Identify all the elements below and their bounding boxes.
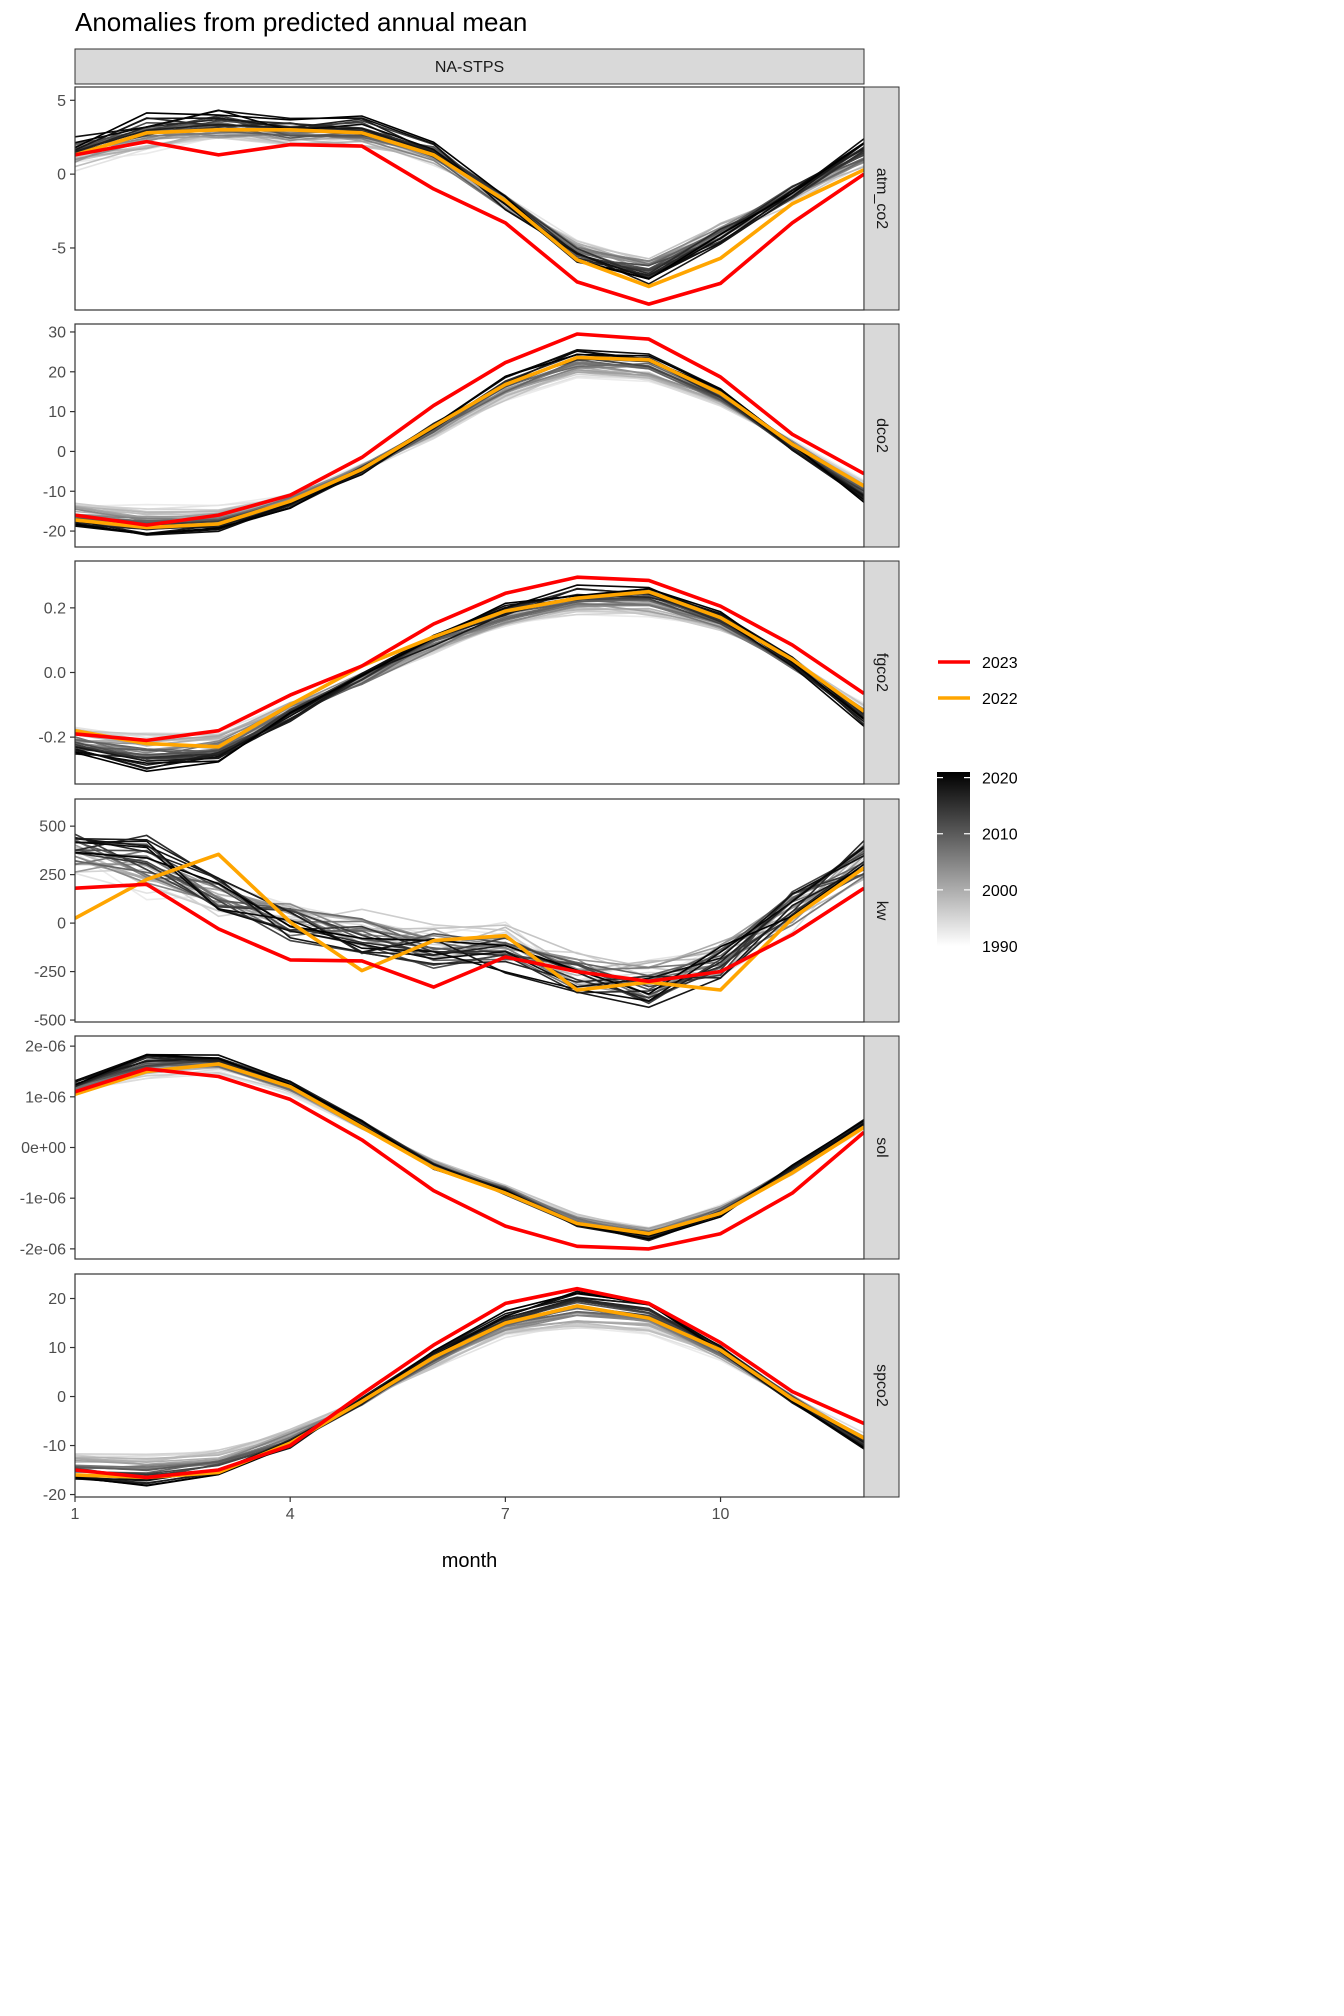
series-line-2022 [75, 128, 864, 289]
series-line-2023 [75, 1067, 864, 1251]
x-axis: 1 4 7 10 [71, 1497, 730, 1523]
series-line-2023 [75, 575, 864, 743]
panel-background [75, 799, 864, 1022]
row-strip-spco2: spco2 [863, 1273, 900, 1498]
panel-kw: -500 -250 0 250 500 kw [34, 798, 900, 1030]
x-tick-label: 1 [71, 1506, 80, 1523]
chart-title: Anomalies from predicted annual mean [75, 7, 527, 37]
series-line-2022 [75, 1062, 864, 1236]
series-line-2021 [75, 353, 864, 535]
row-strip-label: dco2 [873, 418, 890, 453]
panel-atm_co2: -5 0 5 atm_co2 [52, 86, 900, 311]
row-strip-sol: sol [863, 1035, 900, 1260]
series-line-2006 [75, 852, 864, 991]
panel-sol: -2e-06 -1e-06 0e+00 1e-06 2e-06 sol [20, 1035, 900, 1260]
x-tick-label: 7 [501, 1506, 510, 1523]
y-tick-label: -2e-06 [20, 1241, 66, 1258]
y-tick-label: 20 [48, 364, 66, 381]
panel-dco2: -20 -10 0 10 20 30 dco2 [43, 323, 900, 548]
row-strip-atm_co2: atm_co2 [863, 86, 900, 311]
y-tick-label: 0 [57, 916, 66, 933]
y-tick-label: -20 [43, 1487, 66, 1504]
x-axis-title: month [442, 1550, 498, 1572]
colorbar-label: 2010 [982, 827, 1018, 844]
y-tick-label: 5 [57, 93, 66, 110]
y-tick-label: 0.0 [44, 665, 66, 682]
row-strip-kw: kw [863, 798, 900, 1023]
x-tick-label: 4 [286, 1506, 295, 1523]
y-tick-label: 30 [48, 324, 66, 341]
series-line-1997 [75, 1320, 864, 1460]
colorbar: 1990 2000 2010 2020 [937, 771, 1018, 956]
y-tick-label: -500 [34, 1013, 66, 1030]
series-line-2022 [75, 852, 864, 992]
legend-label: 2022 [982, 691, 1018, 708]
panel-lines [75, 1053, 864, 1251]
series-line-2022 [75, 1304, 864, 1480]
series-line-2021 [75, 851, 864, 995]
series-line-2009 [75, 124, 864, 278]
series-line-2021 [75, 587, 864, 773]
legend-label: 2023 [982, 655, 1018, 672]
row-strip-label: atm_co2 [873, 168, 890, 229]
legend-item-2022: 2022 [938, 691, 1018, 708]
series-line-2022 [75, 589, 864, 749]
series-line-2002 [75, 862, 864, 1000]
panels: -505atm_co2-20-100102030dco2-0.20.00.2fg… [20, 86, 900, 1523]
colorbar-gradient [937, 772, 970, 946]
legend: 2023 2022 1990 2000 2010 2020 [937, 655, 1018, 956]
y-tick-label: -10 [43, 1438, 66, 1455]
faceted-line-chart: Anomalies from predicted annual mean NA-… [20, 7, 1018, 1572]
y-tick-label: 10 [48, 1340, 66, 1357]
facet-strip-label: NA-STPS [435, 59, 504, 76]
colorbar-label: 2000 [982, 883, 1018, 900]
series-line-2012 [75, 849, 864, 988]
row-strip-fgco2: fgco2 [863, 560, 900, 785]
y-tick-label: 250 [39, 867, 66, 884]
series-line-2023 [75, 332, 864, 527]
y-tick-label: 2e-06 [25, 1039, 66, 1056]
row-strip-dco2: dco2 [863, 323, 900, 548]
colorbar-label: 2020 [982, 771, 1018, 788]
y-tick-label: 0 [57, 167, 66, 184]
series-line-2020 [75, 841, 864, 1002]
y-tick-label: 0e+00 [21, 1140, 66, 1157]
y-tick-label: 10 [48, 404, 66, 421]
legend-item-2023: 2023 [938, 655, 1018, 672]
series-line-2023 [75, 139, 864, 306]
panel-lines [75, 332, 864, 536]
panel-lines [75, 109, 864, 306]
row-strip-label: kw [873, 901, 890, 921]
row-strip-label: fgco2 [873, 653, 890, 692]
y-tick-label: 1e-06 [25, 1089, 66, 1106]
row-strip-label: sol [873, 1137, 890, 1157]
y-tick-label: 0 [57, 444, 66, 461]
chart-root: Anomalies from predicted annual mean NA-… [20, 7, 1018, 1572]
y-tick-label: 20 [48, 1291, 66, 1308]
facet-strip: NA-STPS [74, 48, 865, 85]
y-tick-label: -250 [34, 964, 66, 981]
panel-spco2: -20 -10 0 10 20 spco2 [43, 1273, 900, 1504]
series-line-2023 [75, 1286, 864, 1480]
panel-lines [75, 833, 864, 1009]
y-tick-label: 0.2 [44, 600, 66, 617]
row-strip-label: spco2 [873, 1364, 890, 1407]
y-tick-label: -5 [52, 240, 66, 257]
y-tick-label: -1e-06 [20, 1191, 66, 1208]
y-tick-label: 500 [39, 819, 66, 836]
y-tick-label: -10 [43, 484, 66, 501]
series-line-2021 [75, 112, 864, 280]
x-tick-label: 10 [712, 1506, 730, 1523]
y-tick-label: 0 [57, 1389, 66, 1406]
panel-fgco2: -0.2 0.0 0.2 fgco2 [38, 560, 900, 785]
y-tick-label: -20 [43, 524, 66, 541]
panel-lines [75, 1286, 864, 1487]
y-tick-label: -0.2 [38, 730, 66, 747]
colorbar-label: 1990 [982, 939, 1018, 956]
series-line-2022 [75, 355, 864, 530]
panel-lines [75, 575, 864, 773]
series-line-2023 [75, 882, 864, 989]
